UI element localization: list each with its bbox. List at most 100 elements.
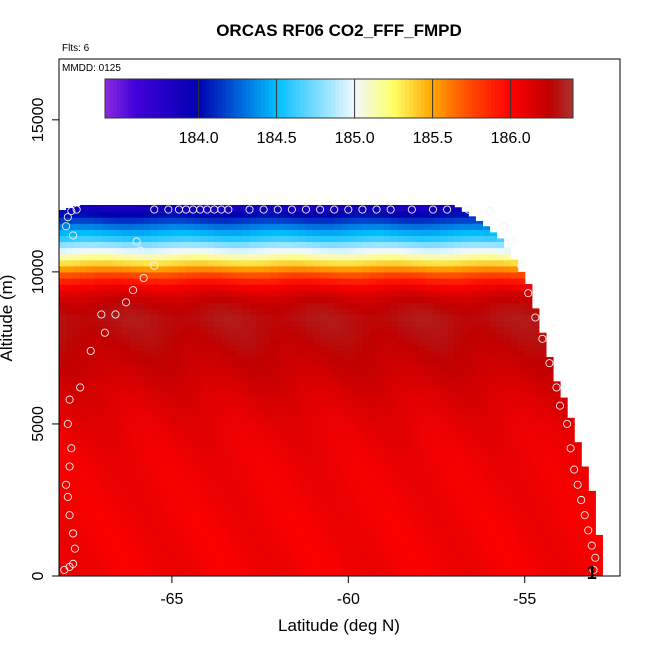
heat-cell-1377 xyxy=(214,357,222,364)
heat-cell-2088 xyxy=(298,484,307,492)
heat-cell-1946 xyxy=(277,235,286,243)
heat-cell-3830 xyxy=(503,551,512,559)
heat-cell-1212 xyxy=(193,247,201,255)
heat-cell-3369 xyxy=(447,484,455,492)
heat-cell-426 xyxy=(101,204,109,212)
heat-cell-159 xyxy=(73,344,81,352)
heat-cell-1020 xyxy=(171,302,180,309)
heat-cell-3036 xyxy=(404,284,413,291)
heat-cell-4182 xyxy=(552,381,561,389)
heat-cell-1794 xyxy=(263,417,272,425)
heat-cell-1271 xyxy=(200,259,208,267)
heat-cell-263 xyxy=(87,454,95,462)
heat-cell-3804 xyxy=(496,369,505,376)
heat-cell-1303 xyxy=(207,436,215,443)
heat-cell-2198 xyxy=(313,557,321,565)
heat-cell-3055 xyxy=(411,539,420,547)
heat-cell-3466 xyxy=(454,265,462,273)
heat-cell-1156 xyxy=(186,217,194,224)
heat-cell-1123 xyxy=(186,417,194,425)
heat-cell-3287 xyxy=(433,241,441,249)
heat-cell-3568 xyxy=(468,381,476,389)
heat-cell-1216 xyxy=(193,223,201,230)
heat-cell-2344 xyxy=(327,411,335,419)
heat-cell-3183 xyxy=(425,503,434,510)
heat-cell-3200 xyxy=(425,399,434,407)
heat-cell-3155 xyxy=(418,302,427,309)
heat-cell-3467 xyxy=(454,259,462,267)
heat-cell-355 xyxy=(94,265,102,273)
heat-cell-2882 xyxy=(390,478,399,486)
heat-cell-1716 xyxy=(256,521,265,528)
heat-cell-3033 xyxy=(404,302,413,309)
heat-cell-1309 xyxy=(207,399,215,407)
heat-cell-214 xyxy=(80,381,88,389)
heat-cell-2056 xyxy=(291,308,300,316)
heat-cell-2105 xyxy=(298,381,307,389)
heat-cell-3636 xyxy=(475,332,483,340)
heat-cell-2547 xyxy=(348,290,356,297)
colorbar-swatch-51 xyxy=(303,79,309,118)
heat-cell-1385 xyxy=(214,308,222,316)
heat-cell-2861 xyxy=(383,235,392,243)
heat-cell-2849 xyxy=(383,308,392,316)
heat-cell-3103 xyxy=(411,247,420,255)
heat-cell-3750 xyxy=(489,350,498,358)
heat-cell-1027 xyxy=(171,259,180,267)
heat-cell-949 xyxy=(164,363,173,370)
heat-cell-3271 xyxy=(433,338,441,346)
heat-cell-470 xyxy=(108,308,117,316)
heat-cell-2497 xyxy=(341,223,349,230)
heat-cell-2596 xyxy=(355,363,364,370)
heat-cell-467 xyxy=(108,326,117,334)
heat-cell-2811 xyxy=(383,539,392,547)
heat-cell-2362 xyxy=(327,302,335,309)
heat-cell-116 xyxy=(66,235,74,243)
flight-point-23 xyxy=(69,231,78,240)
heat-cell-1911 xyxy=(277,448,286,455)
heat-cell-201 xyxy=(80,460,88,468)
heat-cell-739 xyxy=(143,527,152,535)
heat-cell-958 xyxy=(164,308,173,316)
heat-cell-419 xyxy=(101,247,109,255)
heat-cell-765 xyxy=(143,369,152,376)
heat-cell-596 xyxy=(122,284,131,291)
heat-cell-2580 xyxy=(355,460,364,468)
heat-cell-4014 xyxy=(524,381,533,389)
heat-cell-3266 xyxy=(433,369,441,376)
heat-cell-3158 xyxy=(418,284,427,291)
heat-cell-794 xyxy=(150,563,159,571)
flight-point-13 xyxy=(86,346,95,356)
heat-cell-3187 xyxy=(425,478,434,486)
heat-cell-3665 xyxy=(482,515,491,522)
heat-cell-1874 xyxy=(270,302,279,309)
heat-cell-2723 xyxy=(369,332,378,340)
heat-cell-2799 xyxy=(376,241,385,249)
heat-cell-3618 xyxy=(475,442,483,449)
heat-cell-2790 xyxy=(376,296,385,303)
heat-cell-3640 xyxy=(475,308,483,316)
heat-cell-4208 xyxy=(560,417,568,425)
heat-cell-1619 xyxy=(242,369,251,376)
heat-cell-3852 xyxy=(503,417,512,425)
heat-cell-1822 xyxy=(263,247,272,255)
heat-cell-3556 xyxy=(468,454,476,462)
heat-cell-624 xyxy=(129,484,138,492)
heat-cell-3847 xyxy=(503,448,512,455)
heat-cell-2493 xyxy=(341,247,349,255)
colorbar-swatch-79 xyxy=(413,79,418,118)
heat-cell-60 xyxy=(59,210,67,212)
heatmap-field xyxy=(59,204,603,576)
heat-cell-2781 xyxy=(376,350,385,358)
heat-cell-1442 xyxy=(221,332,229,340)
heat-cell-3738 xyxy=(489,423,498,431)
heat-cell-3987 xyxy=(524,545,533,553)
heat-cell-2426 xyxy=(334,284,342,291)
heat-cell-3712 xyxy=(482,229,491,236)
heat-cell-2647 xyxy=(362,423,371,431)
heat-cell-3744 xyxy=(489,387,498,395)
heat-cell-2072 xyxy=(291,211,300,218)
heat-cell-1994 xyxy=(284,314,293,322)
heat-cell-2610 xyxy=(355,277,364,285)
heat-cell-743 xyxy=(143,503,152,510)
